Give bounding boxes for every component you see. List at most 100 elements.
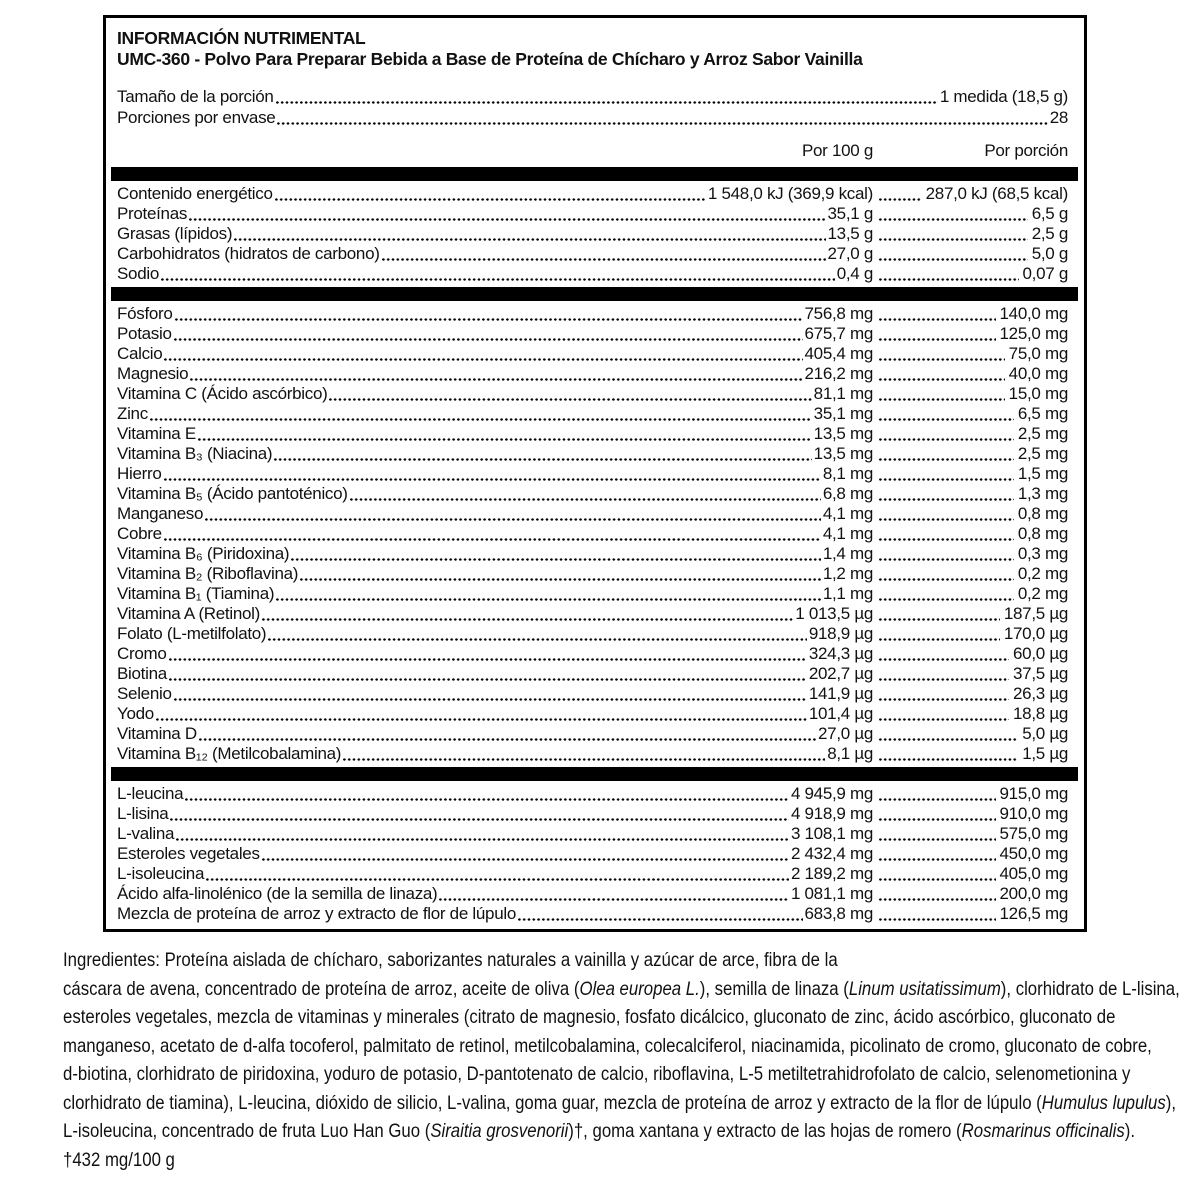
species-name-italic: Siraitia grosvenorii: [430, 1120, 569, 1142]
serving-value: 1 medida (18,5 g): [939, 87, 1068, 106]
serving-row: Porciones por envase 28: [117, 107, 1068, 128]
nutrient-value-per-100g: 13,5 g: [827, 224, 874, 243]
nutrient-value-per-100g: 1 081,1 mg: [790, 884, 873, 903]
dot-leader: [189, 217, 826, 221]
nutrient-value-per-100g: 3 108,1 mg: [790, 824, 873, 843]
nutrient-value-per-portion: 5,0 g: [1031, 244, 1069, 263]
dot-leader: [879, 817, 996, 821]
nutrient-row: Vitamina B₁₂ (Metilcobalamina) 8,1 µg 1,5 …: [117, 744, 1068, 764]
dot-leader: [879, 657, 1010, 661]
nutrient-label: Vitamina D: [117, 724, 197, 743]
nutrient-row: Mezcla de proteína de arroz y extracto d…: [117, 904, 1068, 924]
dot-leader: [174, 317, 803, 321]
nutrient-row: Vitamina E 13,5 mg 2,5 mg: [117, 424, 1068, 444]
nutrient-row: Manganeso 4,1 mg 0,8 mg: [117, 504, 1068, 524]
ingredients-text: ), semilla de linaza (: [699, 977, 849, 1000]
nutrient-label: Biotina: [117, 664, 167, 683]
dot-leader: [274, 197, 706, 201]
dot-leader: [163, 537, 821, 541]
per-portion-column: 18,8 µg: [873, 704, 1068, 724]
nutrient-row: Zinc 35,1 mg 6,5 mg: [117, 404, 1068, 424]
serving-row: Tamaño de la porción 1 medida (18,5 g): [117, 86, 1068, 107]
nutrient-label: Vitamina B₂ (Riboflavina): [117, 564, 299, 583]
dot-leader: [879, 537, 1014, 541]
ingredients-line: clorhidrato de tiamina), L-leucina, dióx…: [63, 1089, 1176, 1118]
panel-title: INFORMACIÓN NUTRIMENTAL: [117, 28, 366, 48]
nutrient-row: Yodo 101,4 µg 18,8 µg: [117, 704, 1068, 724]
nutrient-value-per-100g: 1 013,5 µg: [795, 604, 873, 623]
ingredients-text: esteroles vegetales, mezcla de vitaminas…: [63, 1006, 1116, 1028]
nutrient-value-per-portion: 575,0 mg: [999, 824, 1069, 843]
dot-leader: [173, 697, 807, 701]
per-portion-column: 450,0 mg: [873, 844, 1068, 864]
nutrient-value-per-portion: 0,2 mg: [1017, 584, 1068, 603]
dot-leader: [168, 657, 807, 661]
nutrient-label: Yodo: [117, 704, 154, 723]
nutrient-row: Vitamina A (Retinol) 1 013,5 µg 187,5 µg: [117, 604, 1068, 624]
nutrient-row: L-leucina 4 945,9 mg 915,0 mg: [117, 784, 1068, 804]
nutrient-label: L-lisina: [117, 804, 169, 823]
nutrient-row: Vitamina B₁ (Tiamina) 1,1 mg 0,2 mg: [117, 584, 1068, 604]
nutrient-value-per-100g: 1,2 mg: [822, 564, 873, 583]
per-portion-column: 170,0 µg: [873, 624, 1068, 644]
nutrient-value-per-portion: 2,5 mg: [1017, 424, 1068, 443]
per-portion-column: 5,0 g: [873, 244, 1068, 264]
nutrient-row: Selenio 141,9 µg 26,3 µg: [117, 684, 1068, 704]
per-portion-column: 287,0 kJ (68,5 kcal): [873, 184, 1068, 204]
serving-value: 28: [1049, 108, 1069, 127]
dot-leader: [176, 837, 789, 841]
per-portion-column: 0,2 mg: [873, 584, 1068, 604]
dot-leader: [879, 197, 922, 201]
nutrient-label: Grasas (lípidos): [117, 224, 233, 243]
nutrient-label: Sodio: [117, 264, 159, 283]
nutrient-value-per-portion: 5,0 µg: [1022, 724, 1068, 743]
dot-leader: [190, 377, 803, 381]
nutrient-row: Ácido alfa-linolénico (de la semilla de …: [117, 884, 1068, 904]
nutrient-value-per-100g: 918,9 µg: [808, 624, 873, 643]
nutrient-value-per-100g: 4,1 mg: [822, 504, 873, 523]
per-portion-column: 200,0 mg: [873, 884, 1068, 904]
nutrient-value-per-portion: 0,8 mg: [1017, 504, 1068, 523]
nutrient-value-per-100g: 35,1 g: [827, 204, 874, 223]
per-portion-column: 1,3 mg: [873, 484, 1068, 504]
nutrient-row: L-lisina 4 918,9 mg 910,0 mg: [117, 804, 1068, 824]
nutrient-value-per-portion: 18,8 µg: [1013, 704, 1068, 723]
nutrient-row: Vitamina C (Ácido ascórbico) 81,1 mg 15,0 …: [117, 384, 1068, 404]
nutrient-label: Esteroles vegetales: [117, 844, 260, 863]
dot-leader: [206, 877, 789, 881]
species-name-italic: Linum usitatissimum: [848, 977, 1001, 1000]
nutrient-sections: Contenido energético 1 548,0 kJ (369,9 kc…: [111, 167, 1078, 924]
dot-leader: [879, 577, 1014, 581]
nutrient-value-per-portion: 1,5 µg: [1022, 744, 1068, 763]
dot-leader: [879, 677, 1010, 681]
nutrient-row: Carbohidratos (hidratos de carbono) 27,0 …: [117, 244, 1068, 264]
dot-leader: [185, 797, 789, 801]
nutrient-value-per-100g: 81,1 mg: [813, 384, 874, 403]
nutrient-value-per-100g: 2 432,4 mg: [790, 844, 873, 863]
ingredients-text: manganeso, acetato de d-alfa tocoferol, …: [63, 1034, 1152, 1057]
ingredients-line: L-isoleucina, concentrado de fruta Luo H…: [63, 1117, 1135, 1146]
nutrient-value-per-100g: 756,8 mg: [804, 304, 874, 323]
nutrient-value-per-portion: 1,3 mg: [1017, 484, 1068, 503]
dot-leader: [879, 897, 996, 901]
per-portion-column: 60,0 µg: [873, 644, 1068, 664]
nutrient-value-per-portion: 0,07 g: [1022, 264, 1069, 283]
nutrient-label: L-leucina: [117, 784, 184, 803]
dot-leader: [149, 417, 812, 421]
ingredients-text: ).: [1124, 1120, 1135, 1142]
dot-leader: [879, 477, 1014, 481]
ingredients-text: Ingredientes: Proteína aislada de chícha…: [63, 949, 838, 971]
dot-leader: [163, 477, 821, 481]
dot-leader: [275, 100, 938, 104]
nutrient-row: Magnesio 216,2 mg 40,0 mg: [117, 364, 1068, 384]
nutrient-value-per-100g: 27,0 µg: [818, 724, 873, 743]
dot-leader: [879, 757, 1019, 761]
dot-leader: [381, 257, 826, 261]
column-header-per-portion: Por porción: [984, 141, 1068, 160]
nutrient-section: Contenido energético 1 548,0 kJ (369,9 kc…: [117, 184, 1068, 284]
nutrient-label: Contenido energético: [117, 184, 273, 203]
nutrient-value-per-100g: 1,4 mg: [822, 544, 873, 563]
nutrition-facts-panel: INFORMACIÓN NUTRIMENTAL UMC-360 - Polvo …: [103, 15, 1087, 932]
nutrient-label: Folato (L-metilfolato): [117, 624, 267, 643]
per-portion-column: 15,0 mg: [873, 384, 1068, 404]
